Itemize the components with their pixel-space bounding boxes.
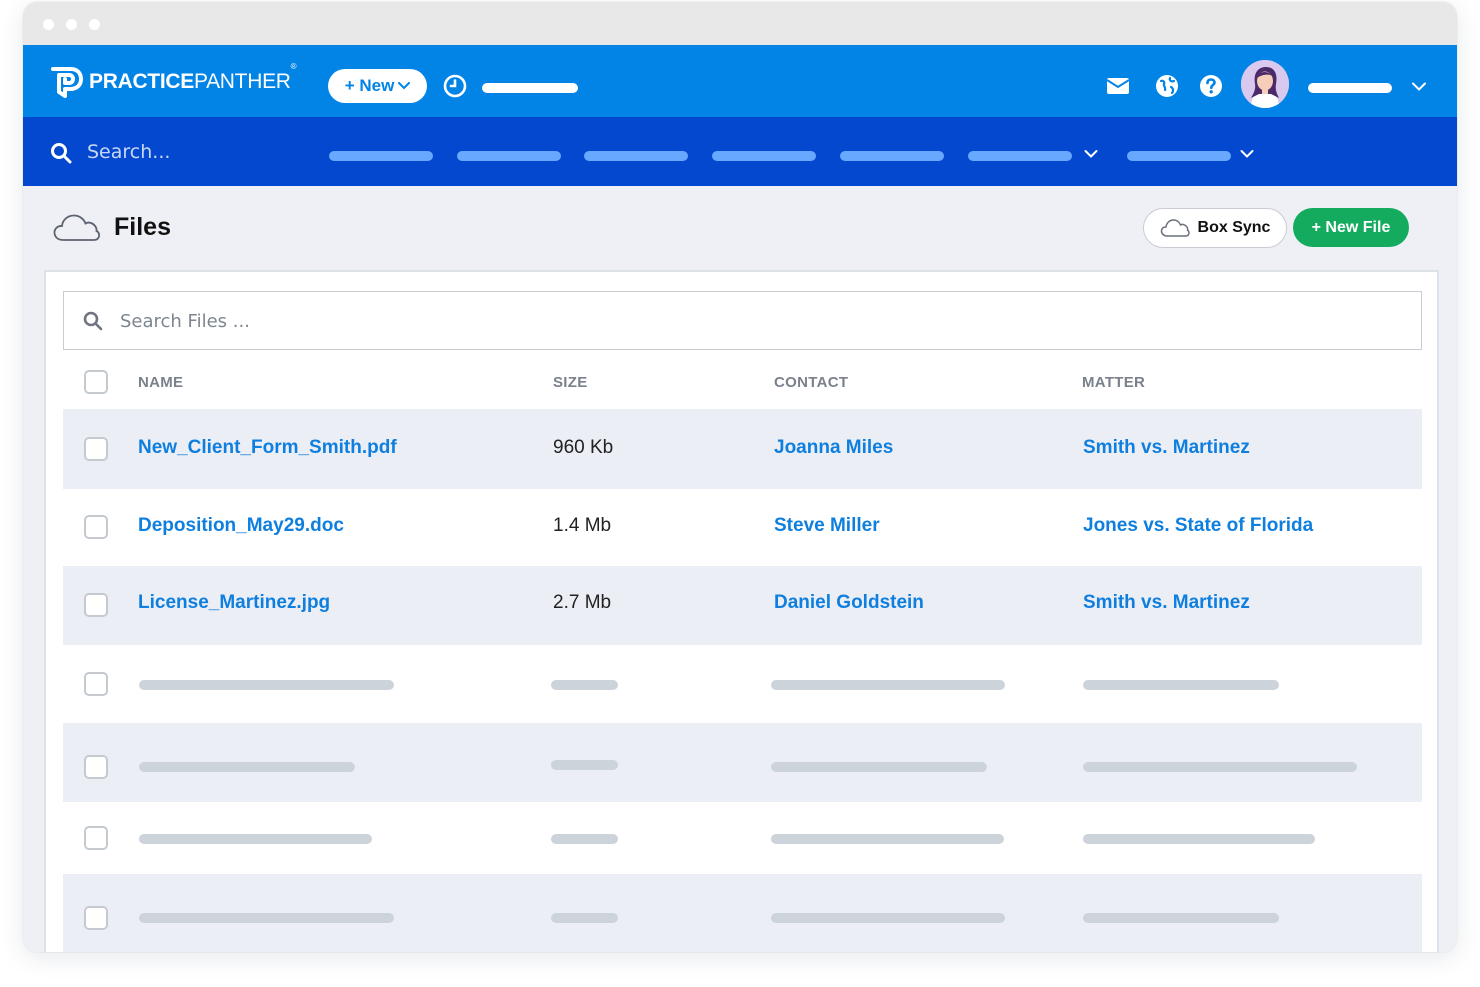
file-size: 960 Kb	[553, 437, 614, 458]
row-checkbox[interactable]	[84, 437, 108, 461]
placeholder-row	[63, 874, 1422, 952]
placeholder-size	[551, 760, 618, 770]
nav-item-4[interactable]	[712, 151, 816, 161]
window-dot-maximize[interactable]	[89, 19, 100, 30]
row-checkbox[interactable]	[84, 755, 108, 779]
search-icon[interactable]	[50, 142, 72, 164]
chevron-down-icon[interactable]	[1084, 149, 1098, 159]
select-all-checkbox[interactable]	[84, 370, 108, 394]
file-search-input[interactable]: Search Files ...	[63, 291, 1422, 350]
placeholder-name	[139, 913, 394, 923]
file-name-link[interactable]: License_Martinez.jpg	[138, 592, 331, 613]
placeholder-contact	[771, 680, 1005, 690]
column-header-size[interactable]: SIZE	[553, 374, 588, 391]
placeholder-name	[139, 680, 394, 690]
secondary-nav: Search...	[23, 117, 1457, 186]
nav-item-2[interactable]	[457, 151, 561, 161]
timer-placeholder	[482, 83, 578, 93]
box-sync-label: Box Sync	[1197, 219, 1271, 236]
file-size: 1.4 Mb	[553, 515, 612, 536]
placeholder-row	[63, 802, 1422, 874]
user-menu-chevron-icon[interactable]	[1412, 82, 1426, 91]
placeholder-size	[551, 913, 618, 923]
contact-link[interactable]: Joanna Miles	[774, 437, 894, 458]
globe-icon[interactable]	[1154, 73, 1180, 99]
chevron-down-icon	[398, 82, 411, 90]
placeholder-name	[139, 762, 355, 772]
cloud-icon	[53, 214, 101, 241]
nav-item-3[interactable]	[584, 151, 688, 161]
nav-item-1[interactable]	[329, 151, 433, 161]
placeholder-name	[139, 834, 372, 844]
user-avatar[interactable]	[1241, 60, 1289, 108]
chevron-down-icon[interactable]	[1240, 149, 1254, 159]
column-header-matter[interactable]: MATTER	[1082, 374, 1146, 391]
user-avatar-image	[1241, 60, 1289, 108]
row-checkbox[interactable]	[84, 826, 108, 850]
column-header-contact[interactable]: CONTACT	[774, 374, 849, 391]
contact-link[interactable]: Daniel Goldstein	[774, 592, 924, 613]
matter-link[interactable]: Jones vs. State of Florida	[1083, 515, 1314, 536]
table-header: NAME SIZE CONTACT MATTER	[63, 357, 1422, 409]
placeholder-contact	[771, 913, 1005, 923]
table-row[interactable]: New_Client_Form_Smith.pdf 960 Kb Joanna …	[63, 409, 1422, 489]
placeholder-matter	[1083, 834, 1315, 844]
matter-link[interactable]: Smith vs. Martinez	[1083, 592, 1250, 613]
file-name-link[interactable]: New_Client_Form_Smith.pdf	[138, 437, 397, 458]
box-sync-button[interactable]: Box Sync	[1143, 208, 1287, 248]
row-checkbox[interactable]	[84, 906, 108, 930]
contact-link[interactable]: Steve Miller	[774, 515, 880, 536]
mail-icon[interactable]	[1105, 73, 1131, 99]
nav-item-7[interactable]	[1127, 151, 1231, 161]
window-titlebar	[23, 2, 1457, 45]
placeholder-size	[551, 834, 618, 844]
column-header-name[interactable]: NAME	[138, 374, 184, 391]
file-size: 2.7 Mb	[553, 592, 612, 613]
brand-name: PRACTICEPANTHER®	[89, 62, 297, 93]
panther-logo-icon	[51, 67, 83, 98]
new-file-button[interactable]: + New File	[1293, 208, 1409, 247]
table-row[interactable]: License_Martinez.jpg 2.7 Mb Daniel Golds…	[63, 566, 1422, 645]
placeholder-matter	[1083, 762, 1357, 772]
search-icon	[83, 311, 103, 331]
row-checkbox[interactable]	[84, 593, 108, 617]
browser-window: PRACTICEPANTHER® + New	[23, 2, 1457, 952]
brand-logo[interactable]: PRACTICEPANTHER®	[49, 62, 297, 99]
files-panel: Search Files ... NAME SIZE CONTACT MATTE…	[44, 270, 1439, 952]
nav-item-6[interactable]	[968, 151, 1072, 161]
user-name-placeholder	[1308, 83, 1392, 93]
placeholder-contact	[771, 834, 1004, 844]
placeholder-row	[63, 723, 1422, 802]
placeholder-row	[63, 645, 1422, 723]
help-icon[interactable]	[1198, 73, 1224, 99]
window-dot-minimize[interactable]	[66, 19, 77, 30]
page-title: Files	[114, 213, 171, 241]
cloud-icon	[1160, 219, 1190, 237]
file-name-link[interactable]: Deposition_May29.doc	[138, 515, 344, 536]
top-nav: PRACTICEPANTHER® + New	[23, 45, 1457, 117]
clock-icon[interactable]	[443, 74, 467, 98]
table-row[interactable]: Deposition_May29.doc 1.4 Mb Steve Miller…	[63, 489, 1422, 566]
file-search-placeholder: Search Files ...	[120, 311, 250, 332]
placeholder-size	[551, 680, 618, 690]
placeholder-contact	[771, 762, 987, 772]
window-dot-close[interactable]	[43, 19, 54, 30]
row-checkbox[interactable]	[84, 515, 108, 539]
global-search-input[interactable]: Search...	[87, 141, 171, 163]
row-checkbox[interactable]	[84, 672, 108, 696]
nav-item-5[interactable]	[840, 151, 944, 161]
placeholder-matter	[1083, 913, 1279, 923]
placeholder-matter	[1083, 680, 1279, 690]
new-button-label: + New	[344, 76, 395, 95]
matter-link[interactable]: Smith vs. Martinez	[1083, 437, 1250, 458]
new-button[interactable]: + New	[328, 69, 427, 103]
